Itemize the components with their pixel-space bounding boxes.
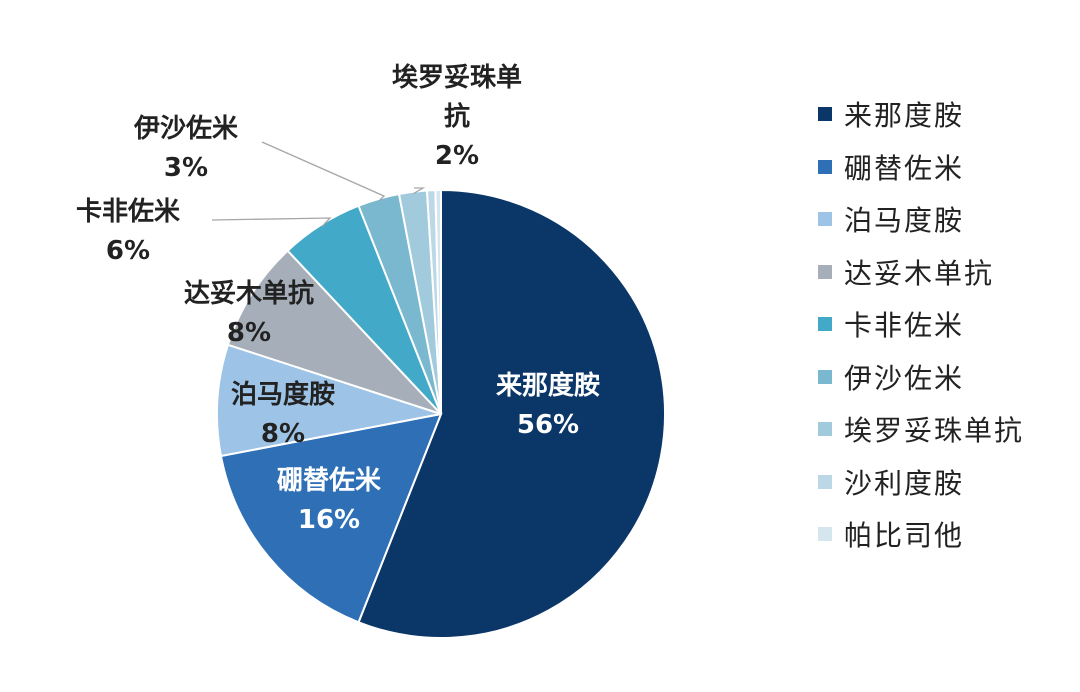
slice-label-1: 硼替佐米 16%: [277, 466, 381, 535]
slice-label-6: 埃罗妥珠单抗 2%: [392, 63, 522, 171]
slice-label-5: 伊沙佐米 3%: [133, 114, 238, 183]
leader-lines: [211, 141, 426, 228]
slice-1: [219, 412, 443, 624]
slice-label-4: 卡非佐米 6%: [76, 197, 180, 266]
legend-swatch: [818, 369, 832, 384]
slice-label-0: 来那度胺 56%: [496, 370, 600, 440]
legend-swatch: [818, 422, 832, 437]
legend-swatch: [818, 474, 832, 489]
leader-line-4: [211, 217, 332, 228]
legend-swatch: [818, 107, 832, 122]
legend-item: 卡非佐米: [818, 298, 1073, 351]
legend-item: 帕比司他: [818, 508, 1073, 561]
slice-2: [216, 343, 442, 458]
legend-label: 泊马度胺: [844, 204, 965, 238]
slice-8: [434, 188, 442, 415]
legend-swatch: [818, 317, 832, 332]
slice-0: [357, 188, 666, 639]
legend-label: 硼替佐米: [844, 151, 965, 185]
legend-label: 达妥木单抗: [844, 256, 995, 290]
legend-swatch: [818, 527, 832, 542]
legend-item: 伊沙佐米: [818, 351, 1073, 404]
legend-label: 卡非佐米: [844, 309, 965, 343]
legend-swatch: [818, 264, 832, 279]
legend-item: 来那度胺: [818, 88, 1073, 141]
legend-label: 埃罗妥珠单抗: [844, 414, 1025, 448]
legend-label: 帕比司他: [844, 519, 965, 553]
legend-item: 泊马度胺: [818, 193, 1073, 246]
legend-label: 沙利度胺: [844, 466, 965, 500]
legend-item: 硼替佐米: [818, 141, 1073, 194]
legend-item: 达妥木单抗: [818, 246, 1073, 299]
slice-label-2: 泊马度胺 8%: [231, 379, 335, 449]
legend: 来那度胺硼替佐米泊马度胺达妥木单抗卡非佐米伊沙佐米埃罗妥珠单抗 沙利度胺帕比司他: [818, 88, 1073, 561]
leader-line-6: [412, 187, 426, 195]
slice-label-3: 达妥木单抗 8%: [184, 278, 314, 348]
legend-item: 埃罗妥珠单抗: [818, 403, 1073, 456]
pie-slices: [216, 188, 666, 639]
legend-swatch: [818, 159, 832, 174]
legend-label: 伊沙佐米: [844, 361, 965, 395]
legend-item: 沙利度胺: [818, 456, 1073, 509]
slice-labels: 来那度胺 56% 硼替佐米 16% 泊马度胺 8% 达妥木单抗 8%卡非佐米 6% 伊沙佐米 3% 埃…: [76, 63, 600, 535]
slice-3: [226, 249, 442, 415]
legend-swatch: [818, 212, 832, 227]
leader-line-5: [261, 141, 386, 202]
legend-label: 来那度胺: [844, 99, 965, 133]
